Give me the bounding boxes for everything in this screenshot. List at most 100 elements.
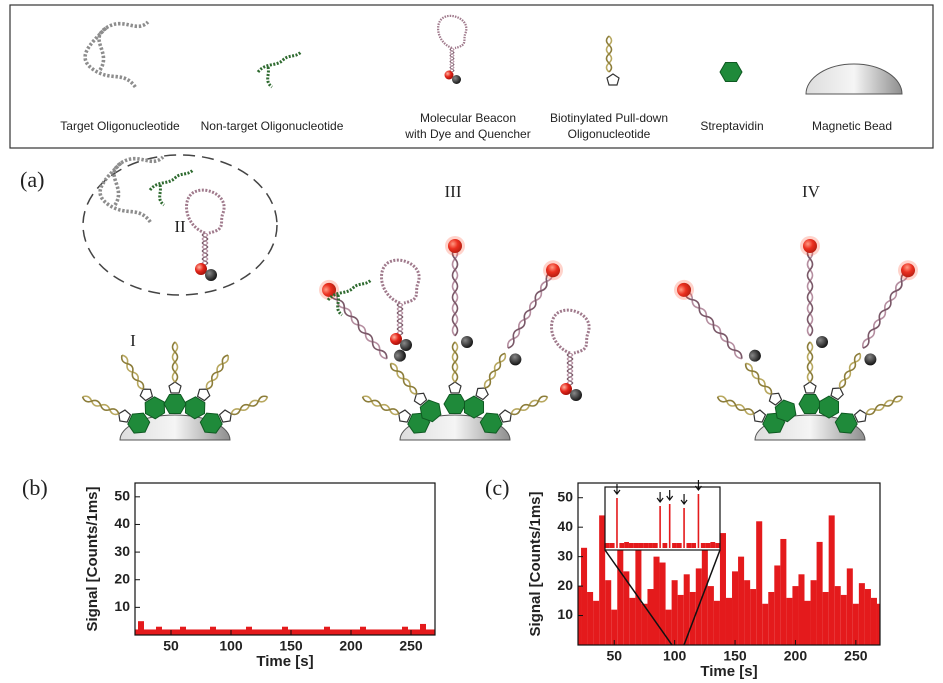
x-tick-label: 150 [723,648,747,664]
signal-bar [372,629,378,635]
signal-bar [354,629,360,635]
signal-bar [186,629,192,635]
signal-bar [390,629,396,635]
signal-bar [599,515,606,645]
signal-bar [677,594,684,645]
inset-bar [638,543,644,548]
signal-bar [635,527,642,645]
y-tick-label: 10 [557,606,573,622]
y-tick-label: 20 [114,570,130,586]
inset-bar [609,543,615,548]
signal-bar [360,626,366,635]
inset-arrow [613,484,621,495]
signal-bar [222,629,228,635]
signal-bar [216,629,222,635]
signal-bar [756,521,763,645]
zoom-lines [604,549,721,646]
signal-bar [240,629,246,635]
signal-bar [659,562,666,645]
signal-bar [738,556,745,645]
signal-bar [252,629,258,635]
signal-bar [713,600,720,645]
signal-bar [822,591,829,645]
signal-bar [593,600,600,645]
inset-bg [605,487,720,550]
signal-bar [330,629,336,635]
signal-bar [246,626,252,635]
signal-bar [306,629,312,635]
signal-bar [324,626,330,635]
x-tick-label: 250 [399,638,423,654]
inset-bar [683,508,685,548]
signal-bar [605,580,612,645]
signal-bar [798,574,805,645]
panel-label: (a) [20,167,44,192]
y-tick-label: 50 [114,488,130,504]
y-tick-label: 30 [114,543,130,559]
inset-bar [672,543,677,548]
inset-arrow [656,492,664,503]
x-axis-label: Time [s] [256,653,313,670]
bars [578,503,880,645]
signal-bar [402,626,408,635]
inset-bar [686,543,692,548]
x-tick-label: 50 [163,638,179,654]
signal-bar [858,583,865,645]
x-tick-label: 150 [279,638,303,654]
signal-bar [810,580,817,645]
legend-label: Magnetic Bead [812,119,892,133]
y-tick-label: 40 [114,515,130,531]
signal-bar [276,629,282,635]
stage-label: III [445,182,462,201]
signal-bar [336,629,342,635]
signal-bar [750,589,757,645]
signal-bar [282,626,288,635]
signal-bar [198,629,204,635]
signal-bar [846,568,853,645]
signal-bar [768,591,775,645]
signal-bar [587,591,594,645]
signal-bar [774,565,781,645]
inset-bar [648,543,653,548]
signal-bar [366,629,372,635]
x-tick-label: 250 [844,648,868,664]
signal-bar [876,603,880,645]
y-axis-label: Signal [Counts/1ms] [84,486,101,631]
signal-bar [786,597,793,645]
signal-bar [384,629,390,635]
bead-icon [805,63,903,95]
signal-bar [258,629,264,635]
stage-iii [314,236,589,441]
signal-bar [617,503,624,645]
signal-bar [312,629,318,635]
signal-bar [426,629,432,635]
signal-bar [792,586,799,645]
y-tick-label: 10 [114,598,130,614]
stage-ii [98,155,224,281]
inset-bar [652,543,658,548]
signal-bar [174,629,180,635]
legend-label: Non-target Oligonucleotide [201,119,344,133]
inset-bar [700,543,706,548]
signal-bar [725,597,733,645]
signal-bar [732,571,739,645]
legend-icons [83,16,903,95]
solution-ellipse [82,154,278,296]
inset-bar [668,504,671,548]
signal-bar [150,629,156,635]
inset-bar [643,543,649,548]
signal-bar [744,580,751,645]
inset-bar [715,543,720,548]
inset-bar [676,543,682,548]
inset-bar [659,506,661,548]
inset-bar [624,542,629,548]
stage-label: II [174,217,186,236]
inset-bar [705,543,711,548]
signal-bar [378,629,384,635]
signal-bar [192,629,198,635]
signal-bar [318,629,324,635]
x-tick-label: 200 [339,638,363,654]
signal-bar [204,629,210,635]
y-tick-label: 20 [557,577,573,593]
x-tick-label: 100 [663,648,687,664]
